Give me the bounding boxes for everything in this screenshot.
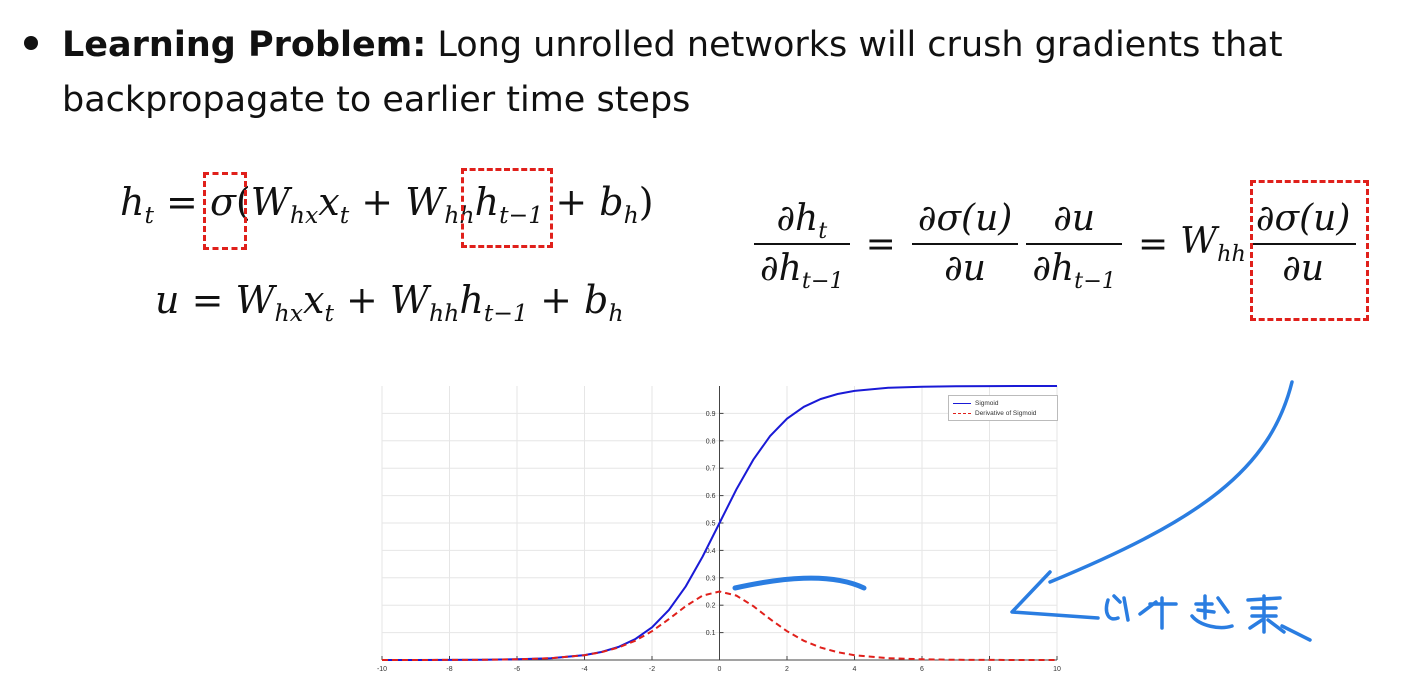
legend-item-derivative: Derivative of Sigmoid — [953, 408, 1036, 418]
y-tick-label: 0.6 — [706, 493, 716, 500]
y-tick-label: 0.1 — [706, 630, 716, 637]
x-tick-label: -2 — [649, 666, 655, 673]
y-tick-label: 0.7 — [706, 466, 716, 473]
legend-swatch-sigmoid — [953, 402, 971, 404]
ink-arrow-head — [1010, 570, 1100, 620]
x-tick-label: 10 — [1053, 666, 1061, 673]
bullet-text: Learning Problem: Long unrolled networks… — [62, 18, 1362, 128]
highlight-sigma-box — [203, 172, 247, 250]
legend-label-derivative: Derivative of Sigmoid — [975, 409, 1037, 417]
bullet-body: Long unrolled networks will crush gradie… — [62, 25, 1283, 120]
y-tick-label: 0.8 — [706, 438, 716, 445]
fraction-dsigma-du-boxed: ∂σ(u) ∂u — [1249, 195, 1357, 293]
y-tick-label: 0.9 — [706, 411, 716, 418]
y-tick-label: 0.5 — [706, 521, 716, 528]
x-tick-label: -6 — [514, 666, 520, 673]
x-tick-label: -8 — [446, 666, 452, 673]
x-tick-label: -10 — [377, 666, 387, 673]
fraction-dht-dht1: ∂ht ∂ht−1 — [754, 195, 850, 293]
x-tick-label: 0 — [718, 666, 722, 673]
legend-label-sigmoid: Sigmoid — [975, 399, 999, 407]
bullet-dot-icon — [24, 36, 38, 50]
series-line-sigmoid — [382, 385, 1057, 661]
chart-legend: Sigmoid Derivative of Sigmoid — [948, 395, 1058, 421]
ink-arrow-curve — [1048, 380, 1294, 584]
legend-item-sigmoid: Sigmoid — [953, 398, 998, 408]
y-tick-label: 0.3 — [706, 575, 716, 582]
x-tick-label: -4 — [581, 666, 587, 673]
highlight-prev-state-box — [461, 168, 553, 248]
fraction-du-dht1: ∂u ∂ht−1 — [1026, 195, 1122, 293]
fraction-dsigma-du: ∂σ(u) ∂u — [911, 195, 1019, 293]
equation-u-definition: u = Whxxt + Whhht−1 + bh — [155, 278, 624, 328]
x-tick-label: 4 — [853, 666, 857, 673]
bullet-lead: Learning Problem: — [62, 25, 427, 65]
y-tick-label: 0.2 — [706, 603, 716, 610]
equation-gradient: ∂ht ∂ht−1 = ∂σ(u) ∂u ∂u ∂ht−1 = Whh ∂σ(u) ∂u — [750, 195, 1360, 293]
equation-hidden-state: ht = σ(Whxxt + Whhht−1 + bh) — [120, 180, 654, 230]
x-tick-label: 6 — [920, 666, 924, 673]
legend-swatch-derivative — [953, 412, 971, 414]
ink-handwritten-note — [1104, 594, 1312, 642]
highlight-derivative-box — [1250, 180, 1369, 321]
y-tick-label: 0.4 — [706, 548, 716, 555]
x-tick-label: 8 — [988, 666, 992, 673]
series-line-derivative — [382, 590, 1057, 661]
x-tick-label: 2 — [785, 666, 789, 673]
ink-stroke-under-curve — [732, 575, 867, 591]
